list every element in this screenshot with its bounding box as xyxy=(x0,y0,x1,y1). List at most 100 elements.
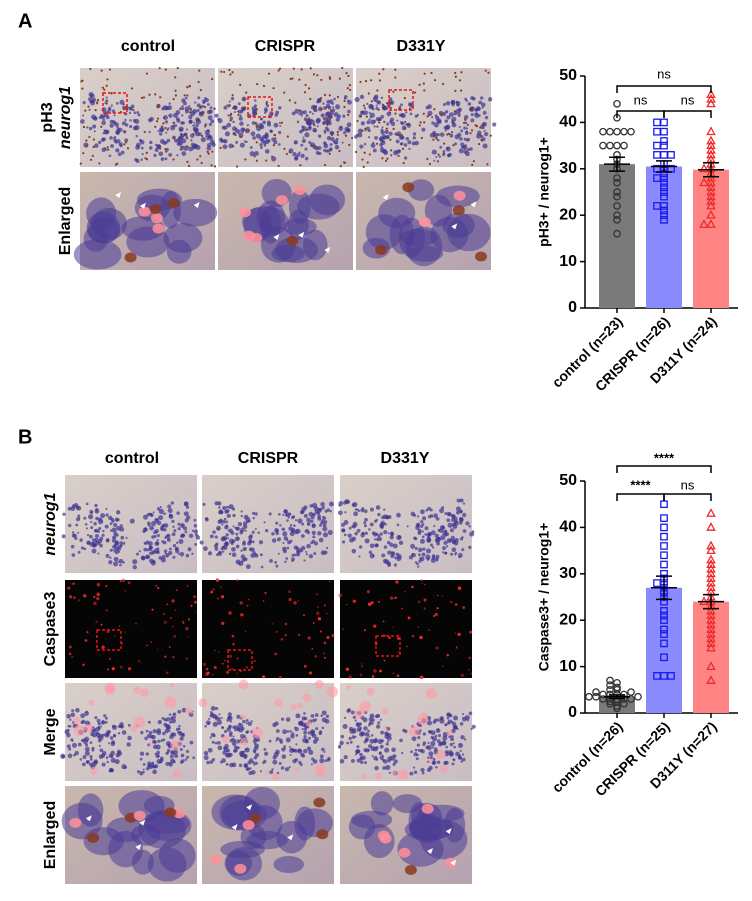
stain-dot xyxy=(178,731,182,734)
stain-dot xyxy=(384,129,389,134)
stain-dot xyxy=(275,729,280,733)
stain-dot xyxy=(429,543,433,547)
stain-dot xyxy=(306,120,311,126)
stain-dot xyxy=(264,751,269,756)
row-label: neurog1 xyxy=(42,492,59,555)
stain-dot xyxy=(458,114,461,118)
ph3-dot xyxy=(166,128,169,131)
signal-dot xyxy=(170,616,172,619)
stain-dot xyxy=(224,525,229,530)
stain-dot xyxy=(209,736,212,739)
stain-dot xyxy=(188,533,194,538)
signal-dot xyxy=(186,585,189,587)
stain-dot xyxy=(312,535,316,539)
stain-dot xyxy=(349,740,353,744)
stain-dot xyxy=(194,129,199,134)
stain-dot xyxy=(356,528,361,533)
signal-dot xyxy=(428,759,433,764)
ph3-dot xyxy=(401,147,405,151)
cell-blob xyxy=(166,239,192,264)
stain-dot xyxy=(310,519,314,523)
signal-dot xyxy=(72,582,75,585)
ph3-dot xyxy=(110,92,113,95)
stain-dot xyxy=(386,740,390,743)
data-point xyxy=(660,137,668,145)
stain-dot xyxy=(445,745,449,749)
signal-dot xyxy=(193,600,197,604)
signal-dot xyxy=(446,653,449,657)
stain-dot xyxy=(434,734,438,738)
ph3-dot xyxy=(85,139,88,142)
stain-dot xyxy=(188,119,193,124)
stain-dot xyxy=(148,558,154,564)
stain-dot xyxy=(266,104,270,108)
stain-dot xyxy=(483,129,486,132)
ph3-dot xyxy=(443,142,446,145)
stain-dot xyxy=(294,529,299,535)
stain-dot xyxy=(263,521,266,524)
stain-dot xyxy=(446,115,451,120)
ph3-dot xyxy=(454,71,457,75)
stain-dot xyxy=(67,728,70,732)
stain-dot xyxy=(252,516,255,520)
stain-dot xyxy=(343,131,347,135)
stain-dot xyxy=(215,717,218,721)
stain-dot xyxy=(374,765,379,771)
stain-dot xyxy=(142,762,146,766)
stain-dot xyxy=(307,731,311,735)
ph3-dot xyxy=(359,80,362,84)
stain-dot xyxy=(364,761,368,765)
ph3-dot xyxy=(172,98,175,101)
ph3-dot xyxy=(105,84,108,87)
stain-dot xyxy=(187,547,192,552)
stain-dot xyxy=(113,556,119,562)
stain-dot xyxy=(259,553,263,557)
stain-dot xyxy=(77,550,81,554)
ph3-dot xyxy=(189,108,193,111)
stain-dot xyxy=(439,741,443,746)
stain-dot xyxy=(291,111,296,116)
signal-dot xyxy=(297,599,300,602)
stain-dot xyxy=(422,743,426,746)
signal-dot xyxy=(437,594,439,597)
stain-dot xyxy=(240,751,245,755)
stain-dot xyxy=(317,531,322,536)
stain-dot xyxy=(318,537,324,543)
signal-dot xyxy=(156,586,160,590)
stain-dot xyxy=(442,735,448,741)
stain-dot xyxy=(172,525,175,529)
stain-dot xyxy=(162,105,168,111)
significance-label: ns xyxy=(681,92,695,107)
stain-dot xyxy=(168,102,171,105)
stain-dot xyxy=(232,120,235,124)
signal-dot xyxy=(71,655,74,658)
data-point xyxy=(653,127,661,136)
stain-dot xyxy=(289,523,293,527)
stain-dot xyxy=(237,746,240,749)
stain-dot xyxy=(453,715,459,721)
signal-dot xyxy=(457,632,461,637)
stain-dot xyxy=(311,530,316,536)
signal-dot xyxy=(417,626,420,629)
stain-dot xyxy=(305,550,308,553)
signal-dot xyxy=(172,769,182,779)
signal-dot xyxy=(220,586,223,589)
stain-dot xyxy=(275,564,279,568)
stain-dot xyxy=(204,517,209,522)
stain-dot xyxy=(436,760,441,764)
stain-dot xyxy=(229,116,234,121)
ph3-dot xyxy=(211,78,214,81)
stain-dot xyxy=(387,532,390,535)
stain-dot xyxy=(139,751,145,756)
stain-dot xyxy=(310,729,316,735)
stain-dot xyxy=(355,749,361,754)
signal-dot xyxy=(346,604,348,606)
stain-dot xyxy=(316,117,321,123)
stain-dot xyxy=(92,538,96,543)
signal-dot xyxy=(83,594,87,598)
stain-dot xyxy=(85,527,89,530)
ph3-dot xyxy=(186,94,189,97)
ph3-dot xyxy=(300,68,303,71)
ph3-dot xyxy=(482,126,485,130)
stain-dot xyxy=(254,743,259,748)
